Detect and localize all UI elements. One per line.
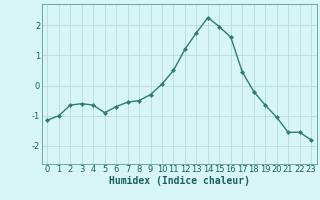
X-axis label: Humidex (Indice chaleur): Humidex (Indice chaleur) (109, 176, 250, 186)
